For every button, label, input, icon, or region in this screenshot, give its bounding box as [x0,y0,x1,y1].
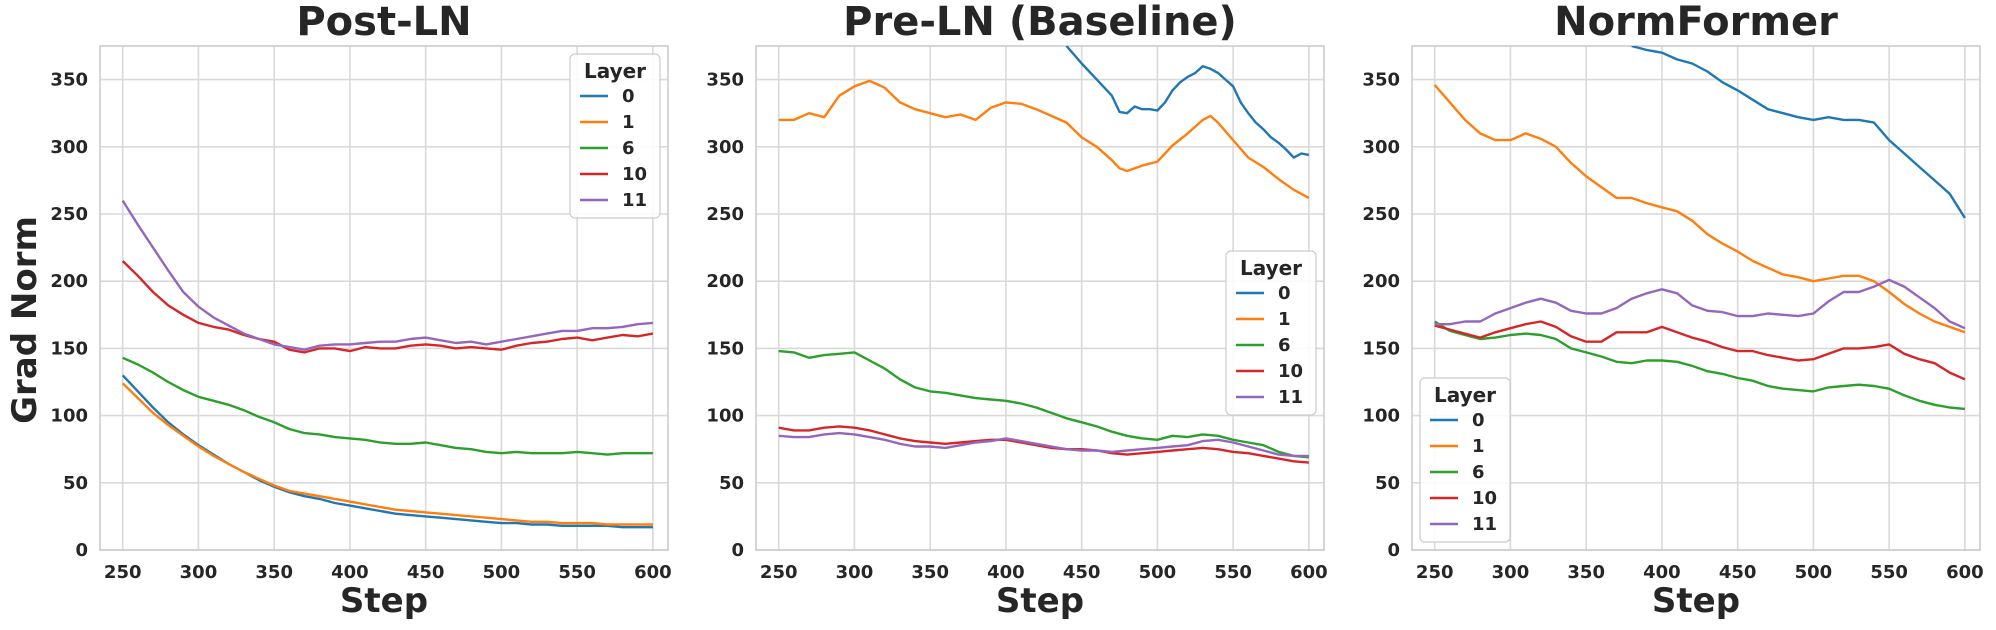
y-axis-label: Grad Norm [5,216,45,424]
y-tick-label: 0 [1387,540,1400,561]
x-tick-label: 600 [1946,562,1984,583]
x-tick-label: 250 [1416,562,1454,583]
x-axis-label: Step [1652,581,1740,621]
y-tick-label: 50 [1375,473,1400,494]
series-line-layer-6 [778,349,1310,459]
x-tick-label: 350 [911,562,949,583]
series-line-layer-0 [1631,46,1966,219]
y-tick-label: 300 [1362,137,1400,158]
y-tick-label: 100 [50,406,88,427]
chart-title: Pre-LN (Baseline) [843,0,1237,45]
plot-frame [1411,45,1981,551]
legend-title: Layer [1240,256,1302,280]
x-tick-label: 450 [407,562,445,583]
legend-label: 6 [622,138,635,159]
plot-frame [755,45,1325,551]
x-tick-label: 500 [1795,562,1833,583]
y-tick-label: 150 [1362,338,1400,359]
series-line-layer-10 [121,260,654,354]
legend-label: 10 [1472,488,1497,509]
x-tick-label: 550 [558,562,596,583]
x-tick-label: 250 [760,562,798,583]
series-line-layer-11 [778,431,1309,458]
legend-title: Layer [1434,383,1496,407]
legend-label: 0 [1278,283,1291,304]
y-tick-label: 350 [50,70,88,91]
series-line-layer-6 [122,356,653,456]
y-tick-label: 200 [706,271,744,292]
x-tick-label: 450 [1719,562,1757,583]
x-tick-label: 400 [1643,562,1681,583]
legend-label: 1 [1472,436,1485,457]
legend-label: 0 [622,86,635,107]
chart-title: NormFormer [1554,0,1838,45]
chart-title: Post-LN [296,0,471,45]
y-tick-label: 100 [706,406,744,427]
legend-label: 10 [1278,361,1303,382]
series-line-layer-1 [1433,84,1966,334]
series-line-layer-6 [1434,320,1966,411]
y-tick-label: 350 [706,70,744,91]
x-axis-label: Step [340,581,428,621]
x-tick-label: 400 [987,562,1025,583]
y-tick-label: 50 [719,473,744,494]
chart-panel-1: 250 300 350 400 450 500 550 6000501001502002503… [706,0,1327,621]
x-tick-label: 300 [1492,562,1530,583]
series-line-layer-10 [778,425,1310,464]
x-tick-label: 600 [1290,562,1328,583]
y-tick-label: 0 [75,540,88,561]
plot-frame [99,45,669,551]
legend-label: 11 [1472,514,1497,535]
x-tick-label: 400 [331,562,369,583]
x-tick-label: 350 [255,562,293,583]
legend-label: 11 [622,190,647,211]
x-tick-label: 300 [836,562,874,583]
legend-label: 1 [1278,309,1291,330]
series-line-layer-11 [121,199,654,351]
legend-label: 10 [622,164,647,185]
chart-panel-2: 250 300 350 400 450 500 550 6000501001502002503… [1362,0,1983,621]
series-line-layer-10 [1434,320,1966,381]
legend-label: 1 [622,112,635,133]
series-line-layer-1 [778,79,1310,199]
y-tick-label: 300 [706,137,744,158]
legend: Layer 0 1 6 10 11 [1419,377,1511,543]
y-tick-label: 150 [706,338,744,359]
y-tick-label: 150 [50,338,88,359]
legend: Layer 0 1 6 10 11 [569,53,661,219]
y-tick-label: 250 [706,204,744,225]
legend-label: 0 [1472,410,1485,431]
y-tick-label: 50 [63,473,88,494]
y-tick-label: 350 [1362,70,1400,91]
y-tick-label: 250 [50,204,88,225]
x-tick-label: 450 [1063,562,1101,583]
y-tick-label: 200 [50,271,88,292]
y-tick-label: 100 [1362,406,1400,427]
series-line-layer-11 [1434,278,1966,330]
x-tick-label: 550 [1870,562,1908,583]
y-tick-label: 250 [1362,204,1400,225]
y-tick-label: 300 [50,137,88,158]
x-tick-label: 250 [104,562,142,583]
x-tick-label: 550 [1214,562,1252,583]
legend: Layer 0 1 6 10 11 [1225,250,1317,416]
legend-title: Layer [584,59,646,83]
legend-label: 6 [1278,335,1291,356]
legend-label: 6 [1472,462,1485,483]
y-tick-label: 0 [731,540,744,561]
x-tick-label: 500 [483,562,521,583]
series-line-layer-1 [121,382,653,526]
legend-label: 11 [1278,387,1303,408]
y-tick-label: 200 [1362,271,1400,292]
series-line-layer-0 [1065,46,1310,159]
x-tick-label: 300 [180,562,218,583]
x-tick-label: 350 [1567,562,1605,583]
x-axis-label: Step [996,581,1084,621]
chart-panel-0: 250 300 350 400 450 500 550 6000501001502002503… [50,0,671,621]
x-tick-label: 500 [1139,562,1177,583]
x-tick-label: 600 [634,562,672,583]
